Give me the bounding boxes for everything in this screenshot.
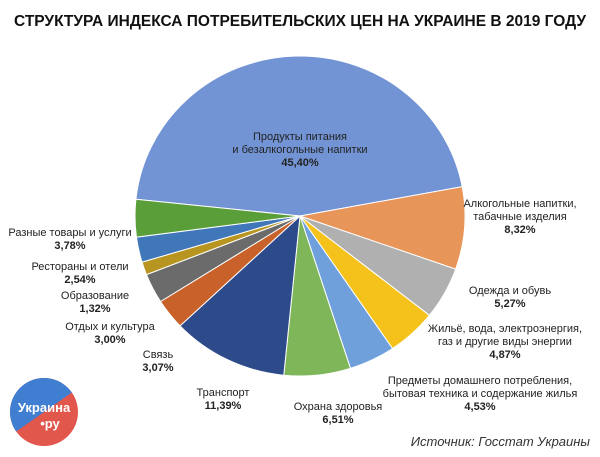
slice-label: Образование — [61, 290, 129, 302]
slice-label: Жильё, вода, электроэнергия, газ и другие… — [428, 323, 582, 348]
value-label: 11,39% — [205, 400, 242, 412]
slice-label: Алкогольные напитки, табачные изделия — [463, 198, 576, 223]
value-label: 5,27% — [494, 298, 525, 310]
pie-slice — [135, 55, 463, 217]
value-label: 4,87% — [489, 349, 520, 361]
slice-label: Предметы домашнего потребления, бытовая т… — [383, 375, 578, 400]
value-label: 3,78% — [54, 240, 85, 252]
pie-slice — [134, 198, 301, 238]
value-label: 6,51% — [322, 414, 353, 426]
logo-text: •ру — [40, 416, 60, 431]
slice-label: Продукты питания и безалкогольные напитки — [232, 131, 367, 156]
pie-slice — [179, 214, 301, 376]
logo: Украина •ру — [10, 378, 78, 446]
logo-half — [10, 378, 72, 432]
pie-slice — [298, 186, 466, 270]
value-label: 2,54% — [64, 274, 95, 286]
logo-text: Украина — [18, 400, 71, 415]
source: Источник: Госстат Украины — [411, 434, 591, 449]
slice-label: Охрана здоровья — [294, 401, 383, 413]
slice-label: Отдых и культура — [65, 321, 155, 333]
slice-label: Рестораны и отели — [31, 261, 128, 273]
value-label: 45,40% — [281, 157, 319, 169]
value-label: 3,07% — [142, 362, 173, 374]
value-label: 1,32% — [79, 303, 110, 315]
value-label: 4,53% — [464, 401, 495, 413]
chart-title: СТРУКТУРА ИНДЕКСА ПОТРЕБИТЕЛЬСКИХ ЦЕН НА… — [14, 13, 586, 30]
slice-label: Одежда и обувь — [469, 285, 551, 297]
slice-label: Разные товары и услуги — [8, 227, 131, 239]
slice-label: Связь — [143, 349, 174, 361]
pie — [134, 55, 466, 377]
value-label: 3,00% — [94, 334, 125, 346]
value-label: 8,32% — [504, 224, 535, 236]
slice-label: Транспорт — [197, 387, 250, 399]
